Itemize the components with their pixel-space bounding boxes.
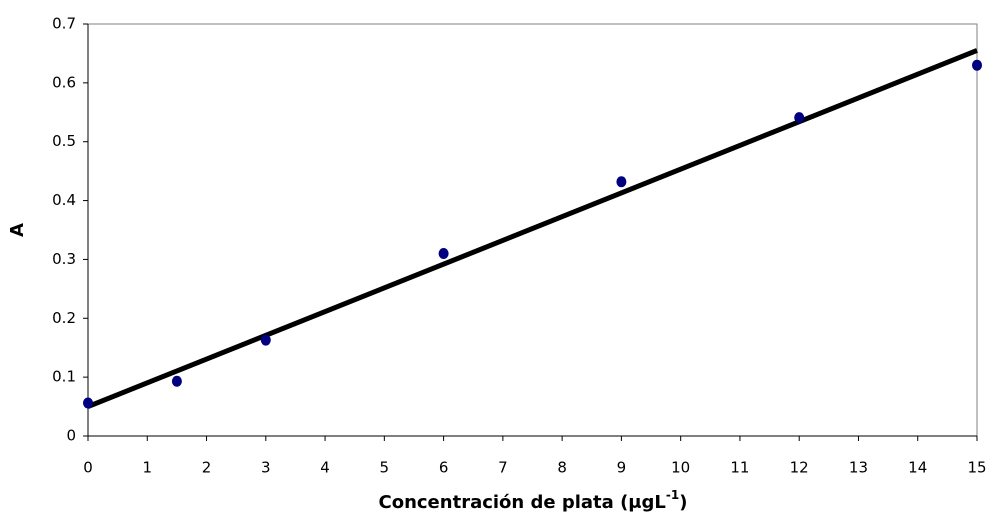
x-tick-label: 9 [617,459,627,477]
x-tick-label: 8 [557,459,567,477]
y-tick-label: 0.2 [52,309,76,327]
point [83,397,93,409]
y-tick-label: 0.5 [52,132,76,150]
y-axis-label: A [7,223,28,237]
x-tick-label: 12 [790,459,809,477]
y-tick-label: 0.3 [52,250,76,268]
x-tick-label: 5 [380,459,390,477]
x-axis-label-main: Concentración de plata (μgL [379,492,666,513]
y-tick-label: 0.7 [52,15,76,33]
point [171,375,182,387]
point [972,59,982,71]
x-tick-label: 4 [320,459,330,477]
x-axis-label-end: ) [679,492,687,513]
x-tick-label: 14 [908,459,927,477]
point [438,248,449,260]
point [616,176,627,188]
x-tick-label: 10 [671,459,690,477]
x-axis-label-sup: -1 [666,488,679,502]
x-tick-label: 15 [967,459,986,477]
y-tick-label: 0.1 [52,368,76,386]
x-tick-label: 13 [849,459,868,477]
x-tick-label: 3 [261,459,271,477]
x-tick-label: 11 [730,459,749,477]
y-tick-label: 0.6 [52,73,76,91]
x-tick-label: 2 [202,459,212,477]
x-tick-label: 0 [83,459,93,477]
x-axis-label: Concentración de plata (μgL-1) [379,488,688,514]
x-tick-label: 6 [439,459,449,477]
point [260,334,271,346]
trendline [87,48,978,409]
y-tick-label: 0.4 [52,191,76,209]
x-tick-label: 7 [498,459,508,477]
y-tick-label: 0 [66,427,76,445]
point [794,112,805,124]
x-tick-label: 1 [142,459,152,477]
